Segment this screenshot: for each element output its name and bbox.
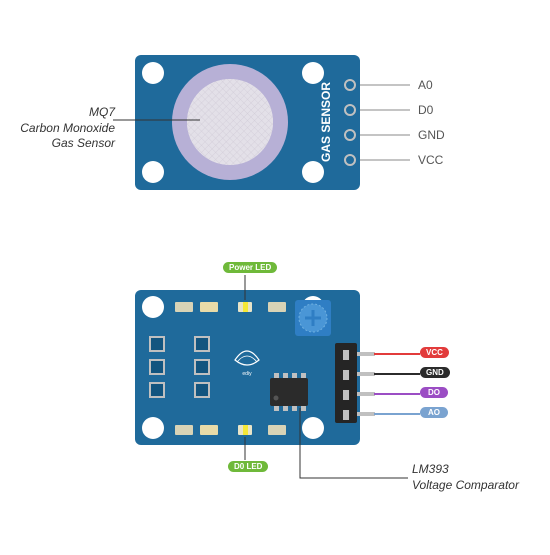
lm393-label: LM393 Voltage Comparator — [412, 462, 519, 493]
mq7-l2: Carbon Monoxide — [15, 121, 115, 137]
d0-led-icon — [243, 425, 248, 435]
svg-text:ediy: ediy — [242, 371, 252, 377]
hole — [142, 161, 164, 183]
top-board: GAS SENSOR — [135, 55, 410, 190]
badge-ao: AO — [420, 407, 448, 418]
pin-vcc: VCC — [418, 153, 443, 167]
hole — [142, 296, 164, 318]
hole — [302, 161, 324, 183]
mq7-l3: Gas Sensor — [15, 136, 115, 152]
pin-d0: D0 — [418, 103, 433, 117]
badge-d0-led: D0 LED — [228, 461, 268, 472]
ic-dot — [274, 396, 279, 401]
badge-power-led: Power LED — [223, 262, 277, 273]
mq7-title: MQ7 — [15, 105, 115, 121]
power-led-icon — [243, 302, 248, 312]
smd — [175, 302, 193, 312]
hole — [142, 62, 164, 84]
smd — [175, 425, 193, 435]
pin-a0: A0 — [418, 78, 433, 92]
lm393-l2: Voltage Comparator — [412, 478, 519, 494]
smd — [268, 425, 286, 435]
lm393-l1: LM393 — [412, 462, 519, 478]
hole — [302, 62, 324, 84]
badge-gnd: GND — [420, 367, 450, 378]
mq7-label: MQ7 Carbon Monoxide Gas Sensor — [15, 105, 115, 152]
smd — [268, 302, 286, 312]
sensor-mesh-pattern — [187, 79, 273, 165]
hole — [142, 417, 164, 439]
gas-sensor-text: GAS SENSOR — [319, 82, 333, 162]
badge-vcc: VCC — [420, 347, 449, 358]
ic-lm393 — [270, 378, 308, 406]
bottom-board: ediy — [135, 290, 375, 445]
pin-gnd: GND — [418, 128, 445, 142]
smd — [200, 425, 218, 435]
badge-do: DO — [420, 387, 448, 398]
smd — [200, 302, 218, 312]
hole — [302, 417, 324, 439]
